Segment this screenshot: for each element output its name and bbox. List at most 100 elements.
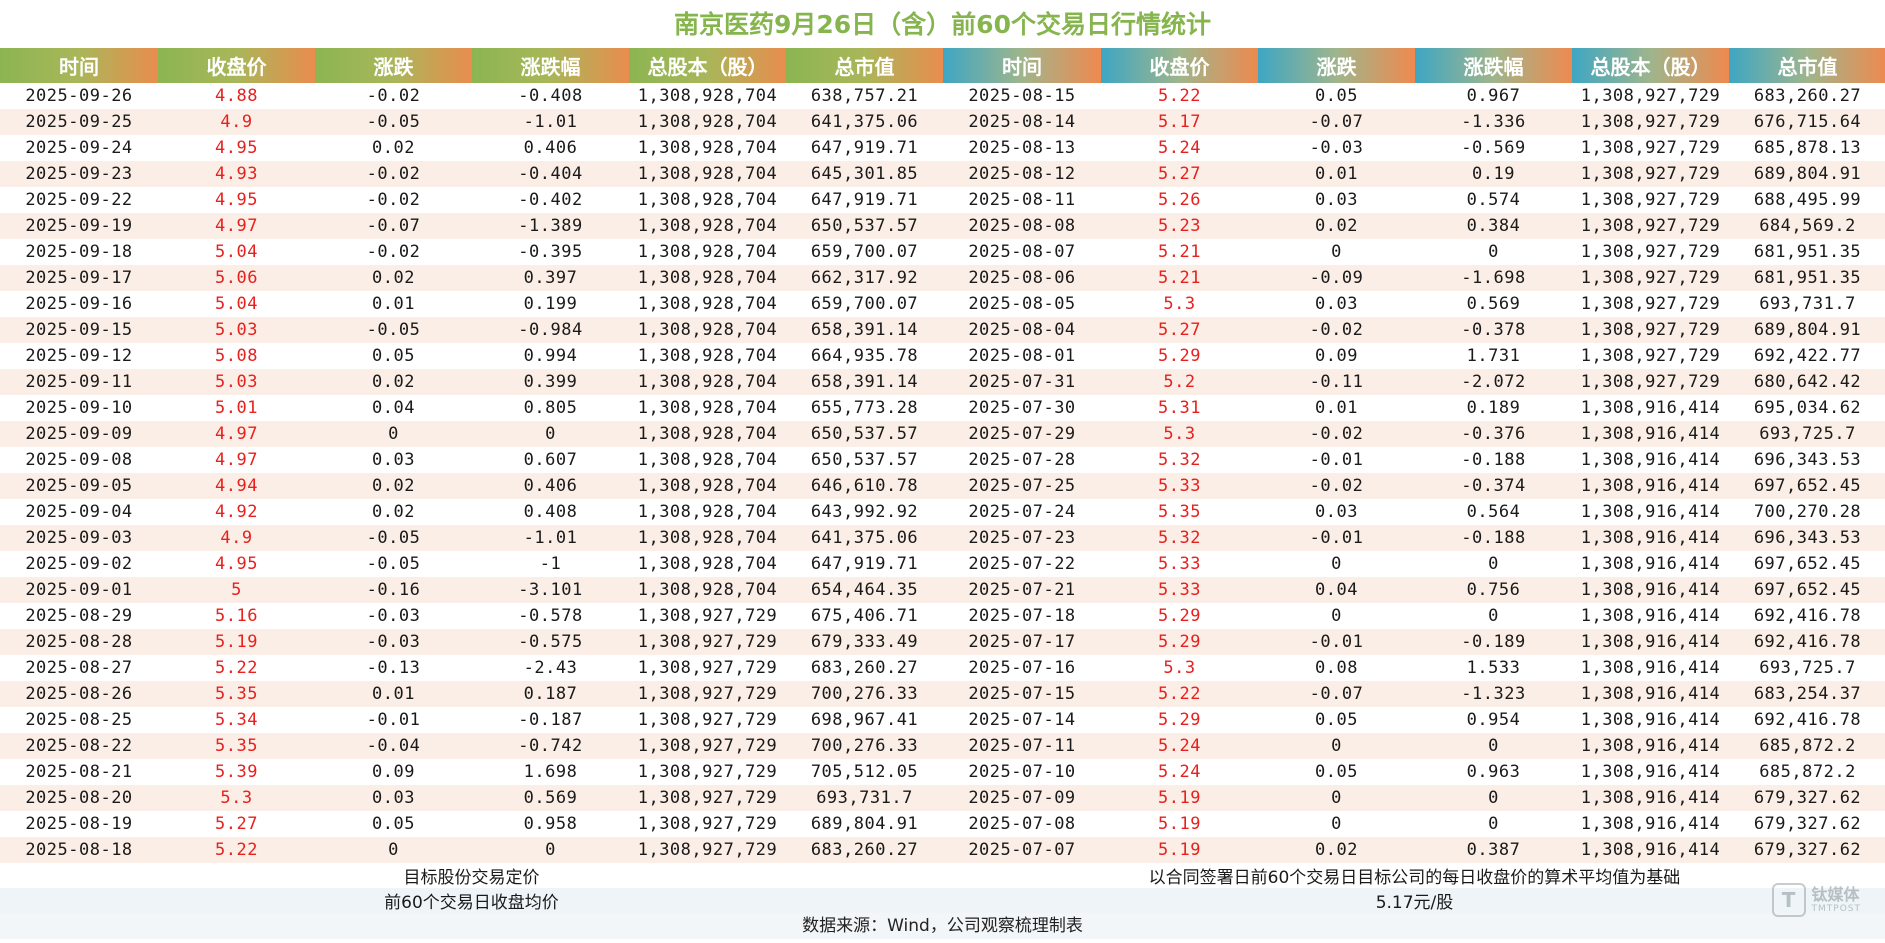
left-cell-date: 2025-08-20 [0,785,158,811]
right-cell-shares: 1,308,927,729 [1572,343,1729,369]
left-cell-close: 5.16 [158,603,315,629]
left-cell-market-cap: 638,757.21 [786,83,943,109]
right-cell-market-cap: 697,652.45 [1729,473,1885,499]
left-cell-shares: 1,308,928,704 [629,551,786,577]
left-cell-shares: 1,308,928,704 [629,343,786,369]
header-date: 时间 [0,48,158,83]
left-cell-market-cap: 645,301.85 [786,161,943,187]
left-cell-market-cap: 693,731.7 [786,785,943,811]
left-cell-date: 2025-09-15 [0,317,158,343]
right-cell-market-cap: 685,872.2 [1729,759,1885,785]
table-row: 2025-09-22 4.95 -0.02 -0.402 1,308,928,704 64… [0,187,1885,213]
left-cell-change: -0.02 [315,239,472,265]
right-cell-date: 2025-08-07 [943,239,1101,265]
right-cell-shares: 1,308,916,414 [1572,395,1729,421]
right-cell-change-pct: 0.19 [1415,161,1572,187]
left-cell-change: -0.02 [315,161,472,187]
right-cell-market-cap: 692,422.77 [1729,343,1885,369]
left-cell-date: 2025-08-27 [0,655,158,681]
left-cell-market-cap: 647,919.71 [786,187,943,213]
right-cell-change-pct: 1.731 [1415,343,1572,369]
left-cell-close: 5.19 [158,629,315,655]
right-cell-date: 2025-07-22 [943,551,1101,577]
right-cell-date: 2025-08-06 [943,265,1101,291]
left-cell-change-pct: 1.698 [472,759,629,785]
right-cell-change-pct: 0 [1415,603,1572,629]
right-cell-change-pct: -1.323 [1415,681,1572,707]
left-cell-date: 2025-08-22 [0,733,158,759]
right-cell-date: 2025-07-21 [943,577,1101,603]
left-cell-market-cap: 689,804.91 [786,811,943,837]
left-cell-shares: 1,308,928,704 [629,187,786,213]
left-cell-change-pct: 0.187 [472,681,629,707]
left-cell-market-cap: 700,276.33 [786,681,943,707]
header-close: 收盘价 [158,48,315,83]
right-cell-market-cap: 676,715.64 [1729,109,1885,135]
left-cell-market-cap: 683,260.27 [786,655,943,681]
left-cell-market-cap: 679,333.49 [786,629,943,655]
header-row: 时间 收盘价 涨跌 涨跌幅 总股本（股） 总市值 时间 收盘价 涨跌 涨跌幅 总… [0,48,1885,83]
right-cell-close: 5.3 [1101,291,1258,317]
right-cell-date: 2025-08-08 [943,213,1101,239]
left-cell-shares: 1,308,927,729 [629,655,786,681]
right-cell-close: 5.31 [1101,395,1258,421]
header-change-pct: 涨跌幅 [472,48,629,83]
right-cell-shares: 1,308,916,414 [1572,499,1729,525]
left-cell-change-pct: -0.984 [472,317,629,343]
left-cell-change-pct: -0.408 [472,83,629,109]
left-cell-close: 4.9 [158,525,315,551]
right-cell-change-pct: 0.569 [1415,291,1572,317]
table-row: 2025-08-27 5.22 -0.13 -2.43 1,308,927,729 683… [0,655,1885,681]
right-cell-shares: 1,308,916,414 [1572,551,1729,577]
right-cell-date: 2025-08-01 [943,343,1101,369]
left-cell-change-pct: -0.578 [472,603,629,629]
left-cell-market-cap: 646,610.78 [786,473,943,499]
right-cell-market-cap: 693,731.7 [1729,291,1885,317]
left-cell-market-cap: 647,919.71 [786,135,943,161]
right-cell-shares: 1,308,916,414 [1572,733,1729,759]
left-cell-market-cap: 643,992.92 [786,499,943,525]
right-cell-close: 5.35 [1101,499,1258,525]
table-body: 2025-09-26 4.88 -0.02 -0.408 1,308,928,704 63… [0,83,1885,863]
left-cell-change-pct: -1 [472,551,629,577]
right-cell-shares: 1,308,927,729 [1572,83,1729,109]
left-cell-change: -0.03 [315,629,472,655]
left-cell-market-cap: 655,773.28 [786,395,943,421]
right-cell-change-pct: 0 [1415,733,1572,759]
footer-right-line2: 5.17元/股 [943,888,1885,913]
right-cell-change: -0.11 [1258,369,1415,395]
right-cell-market-cap: 692,416.78 [1729,629,1885,655]
left-cell-change-pct: 0.569 [472,785,629,811]
left-cell-shares: 1,308,927,729 [629,785,786,811]
left-cell-change-pct: -0.404 [472,161,629,187]
left-cell-shares: 1,308,928,704 [629,135,786,161]
right-cell-change: 0.05 [1258,759,1415,785]
right-cell-close: 5.32 [1101,525,1258,551]
right-cell-change: 0 [1258,811,1415,837]
right-cell-market-cap: 679,327.62 [1729,785,1885,811]
right-cell-date: 2025-07-08 [943,811,1101,837]
left-cell-close: 4.93 [158,161,315,187]
left-cell-close: 5.35 [158,733,315,759]
right-cell-close: 5.27 [1101,161,1258,187]
left-cell-close: 5.03 [158,317,315,343]
right-cell-close: 5.29 [1101,603,1258,629]
right-cell-change: 0.05 [1258,83,1415,109]
header-change: 涨跌 [315,48,472,83]
left-cell-change-pct: 0.406 [472,135,629,161]
header-close: 收盘价 [1101,48,1258,83]
right-cell-change-pct: -0.188 [1415,525,1572,551]
left-cell-market-cap: 641,375.06 [786,109,943,135]
table-row: 2025-08-19 5.27 0.05 0.958 1,308,927,729 689,… [0,811,1885,837]
right-cell-shares: 1,308,916,414 [1572,811,1729,837]
left-cell-date: 2025-09-04 [0,499,158,525]
left-cell-market-cap: 698,967.41 [786,707,943,733]
left-cell-change: 0.03 [315,785,472,811]
right-cell-close: 5.26 [1101,187,1258,213]
left-cell-date: 2025-09-25 [0,109,158,135]
right-cell-date: 2025-07-30 [943,395,1101,421]
right-cell-change: 0 [1258,551,1415,577]
page-title: 南京医药9月26日（含）前60个交易日行情统计 [674,10,1211,39]
left-cell-date: 2025-09-03 [0,525,158,551]
right-cell-change: -0.07 [1258,109,1415,135]
